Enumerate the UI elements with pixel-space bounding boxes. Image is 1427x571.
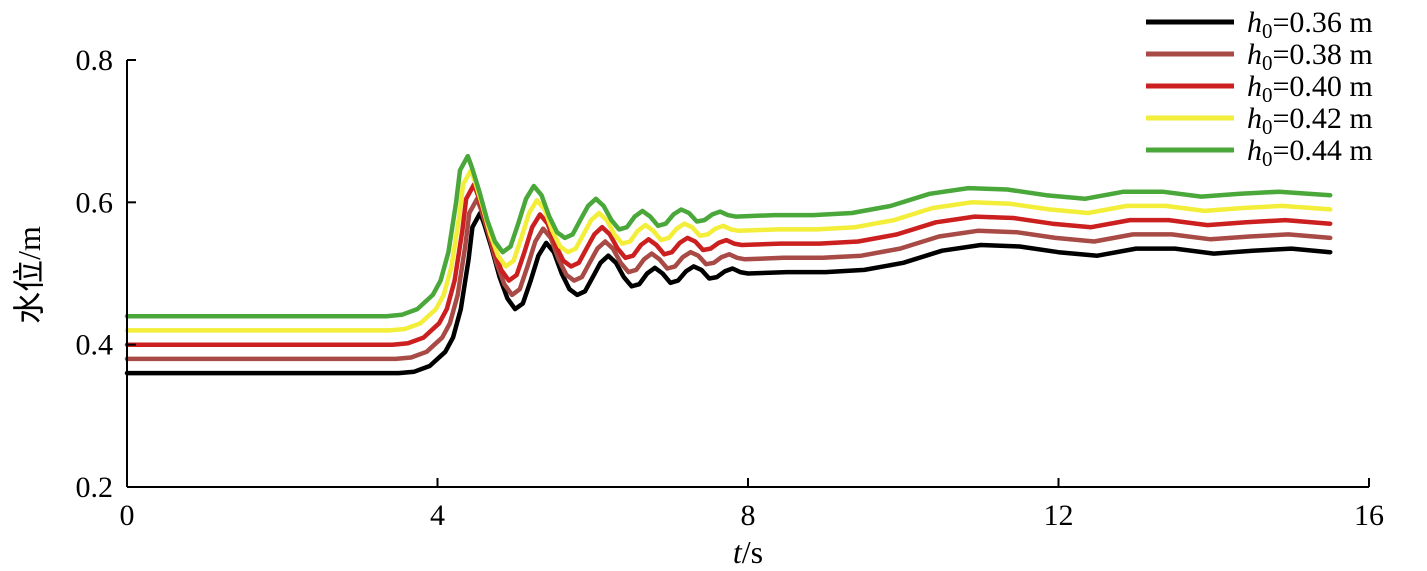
legend-label-symbol: h [1247, 38, 1262, 71]
legend-label-symbol: h [1247, 6, 1262, 39]
legend-label-value: =0.44 m [1273, 134, 1373, 167]
x-tick-label: 8 [741, 499, 756, 532]
legend-label-value: =0.36 m [1273, 6, 1373, 39]
series-group [124, 153, 1333, 376]
y-tick-label: 0.6 [76, 186, 114, 219]
series-line-1 [124, 210, 1333, 376]
legend-label-value: =0.38 m [1273, 38, 1373, 71]
x-axis-title-italic: t [733, 534, 743, 570]
legend-label-value: =0.42 m [1273, 102, 1373, 135]
legend-label-subscript: 0 [1262, 51, 1273, 75]
legend-label-subscript: 0 [1262, 147, 1273, 171]
x-tick-label: 0 [120, 499, 135, 532]
legend-label-subscript: 0 [1262, 115, 1273, 139]
legend-label-symbol: h [1247, 134, 1262, 167]
series-line-5 [124, 153, 1333, 319]
legend-label-symbol: h [1247, 70, 1262, 103]
legend-label-2: h0=0.38 m [1247, 38, 1373, 75]
legend: h0=0.36 mh0=0.38 mh0=0.40 mh0=0.42 mh0=0… [1146, 6, 1373, 171]
y-tick-label: 0.2 [76, 471, 114, 504]
series-line-2 [124, 196, 1333, 362]
legend-label-5: h0=0.44 m [1247, 134, 1373, 171]
series-line-3 [124, 182, 1333, 347]
ticks-group: 0 4 8 12 16 0.2 0.4 0.6 0.8 [76, 44, 1385, 532]
legend-label-subscript: 0 [1262, 19, 1273, 43]
y-tick-label: 0.4 [76, 329, 114, 362]
legend-label-3: h0=0.40 m [1247, 70, 1373, 107]
x-tick-label: 4 [430, 499, 445, 532]
y-tick-label: 0.8 [76, 44, 114, 77]
legend-label-value: =0.40 m [1273, 70, 1373, 103]
x-tick-label: 12 [1044, 499, 1074, 532]
legend-label-1: h0=0.36 m [1247, 6, 1373, 43]
x-axis-title: t/s [733, 534, 763, 570]
legend-label-4: h0=0.42 m [1247, 102, 1373, 139]
y-axis-title: 水位/m [11, 226, 47, 324]
x-axis-title-unit: /s [742, 534, 763, 570]
x-tick-label: 16 [1354, 499, 1384, 532]
legend-label-symbol: h [1247, 102, 1262, 135]
legend-label-subscript: 0 [1262, 83, 1273, 107]
